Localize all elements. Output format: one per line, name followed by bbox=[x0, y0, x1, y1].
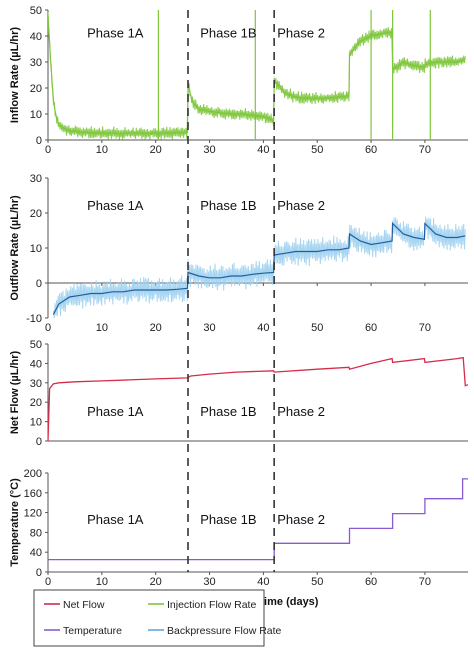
phase-dividers bbox=[187, 10, 275, 572]
x-tick-label: 10 bbox=[96, 144, 108, 156]
series-group bbox=[48, 10, 466, 140]
legend-label: Backpressure Flow Rate bbox=[167, 625, 282, 637]
x-tick-label: 70 bbox=[419, 576, 431, 588]
y-tick-label: 40 bbox=[30, 31, 42, 43]
series-line bbox=[48, 356, 468, 441]
x-tick-label: 0 bbox=[45, 576, 51, 588]
panel-3: 0 10 20 30 40 50 Net Flow (µL/hr) Phase 1A Phase… bbox=[9, 339, 468, 448]
phase-label: Phase 1A bbox=[87, 512, 144, 527]
panel-4: 0 40 80 120 160 200 0 10 20 30 40 50 60 70 Temperature… bbox=[9, 468, 468, 588]
y-tick-label: 200 bbox=[24, 468, 42, 480]
y-tick-label: -10 bbox=[26, 313, 42, 325]
y-axis-label: Net Flow (µL/hr) bbox=[9, 351, 21, 435]
y-tick-label: 10 bbox=[30, 109, 42, 121]
panel-1: 0 10 20 30 40 50 0 10 20 30 40 50 60 70 Inflow Rate (µ… bbox=[9, 5, 468, 156]
phase-label: Phase 2 bbox=[277, 198, 325, 213]
phase-label: Phase 1B bbox=[200, 25, 256, 40]
x-tick-label: 50 bbox=[311, 322, 323, 334]
x-tick-label: 70 bbox=[419, 322, 431, 334]
phase-label: Phase 2 bbox=[277, 404, 325, 419]
y-tick-label: 80 bbox=[30, 527, 42, 539]
x-tick-label: 50 bbox=[311, 144, 323, 156]
y-tick-label: 20 bbox=[30, 208, 42, 220]
phase-label: Phase 2 bbox=[277, 512, 325, 527]
phase-label: Phase 2 bbox=[277, 25, 325, 40]
series-group bbox=[48, 356, 468, 441]
y-tick-label: 0 bbox=[36, 567, 42, 579]
y-tick-label: 20 bbox=[30, 397, 42, 409]
series-group bbox=[52, 216, 466, 318]
legend-item: Temperature bbox=[44, 625, 122, 637]
x-axis-label: Time (days) bbox=[258, 596, 319, 608]
x-tick-label: 30 bbox=[203, 144, 215, 156]
y-tick-label: 30 bbox=[30, 378, 42, 390]
y-axis-label: Inflow Rate (µL/hr) bbox=[9, 27, 21, 124]
x-tick-label: 20 bbox=[150, 576, 162, 588]
legend-label: Injection Flow Rate bbox=[167, 599, 256, 611]
legend-label: Temperature bbox=[63, 625, 122, 637]
y-tick-label: 10 bbox=[30, 417, 42, 429]
phase-label: Phase 1A bbox=[87, 198, 144, 213]
legend-item: Net Flow bbox=[44, 599, 105, 611]
y-tick-label: 30 bbox=[30, 173, 42, 185]
y-tick-label: 20 bbox=[30, 83, 42, 95]
legend-item: Injection Flow Rate bbox=[148, 599, 256, 611]
x-tick-label: 30 bbox=[203, 576, 215, 588]
x-tick-label: 40 bbox=[257, 322, 269, 334]
y-tick-label: 120 bbox=[24, 508, 42, 520]
y-tick-label: 160 bbox=[24, 488, 42, 500]
phase-label: Phase 1B bbox=[200, 198, 256, 213]
x-tick-label: 60 bbox=[365, 576, 377, 588]
x-tick-label: 20 bbox=[150, 322, 162, 334]
y-tick-label: 40 bbox=[30, 547, 42, 559]
x-tick-label: 30 bbox=[203, 322, 215, 334]
x-tick-label: 40 bbox=[257, 144, 269, 156]
legend-box bbox=[33, 589, 265, 647]
x-tick-label: 20 bbox=[150, 144, 162, 156]
x-tick-label: 60 bbox=[365, 322, 377, 334]
legend: Net Flow Injection Flow Rate Temperature Ba… bbox=[33, 589, 282, 647]
x-tick-label: 60 bbox=[365, 144, 377, 156]
x-tick-label: 50 bbox=[311, 576, 323, 588]
y-tick-label: 30 bbox=[30, 57, 42, 69]
phase-label: Phase 1B bbox=[200, 404, 256, 419]
x-tick-label: 40 bbox=[257, 576, 269, 588]
series-noise-band bbox=[52, 216, 466, 318]
x-tick-label: 0 bbox=[45, 144, 51, 156]
y-tick-label: 0 bbox=[36, 278, 42, 290]
y-tick-label: 40 bbox=[30, 358, 42, 370]
x-tick-label: 10 bbox=[96, 576, 108, 588]
y-axis-label: Outflow Rate (µL/hr) bbox=[9, 195, 21, 301]
x-tick-label: 10 bbox=[96, 322, 108, 334]
x-tick-label: 70 bbox=[419, 144, 431, 156]
y-tick-label: 50 bbox=[30, 5, 42, 17]
legend-label: Net Flow bbox=[63, 599, 105, 611]
x-tick-label: 0 bbox=[45, 322, 51, 334]
series-line bbox=[52, 222, 466, 315]
y-tick-label: 50 bbox=[30, 339, 42, 351]
phase-label: Phase 1A bbox=[87, 25, 144, 40]
phase-label: Phase 1B bbox=[200, 512, 256, 527]
phase-label: Phase 1A bbox=[87, 404, 144, 419]
y-tick-label: 0 bbox=[36, 135, 42, 147]
y-tick-label: 0 bbox=[36, 436, 42, 448]
y-axis-label: Temperature (°C) bbox=[9, 478, 21, 567]
legend-item: Backpressure Flow Rate bbox=[148, 625, 282, 637]
y-tick-label: 10 bbox=[30, 243, 42, 255]
